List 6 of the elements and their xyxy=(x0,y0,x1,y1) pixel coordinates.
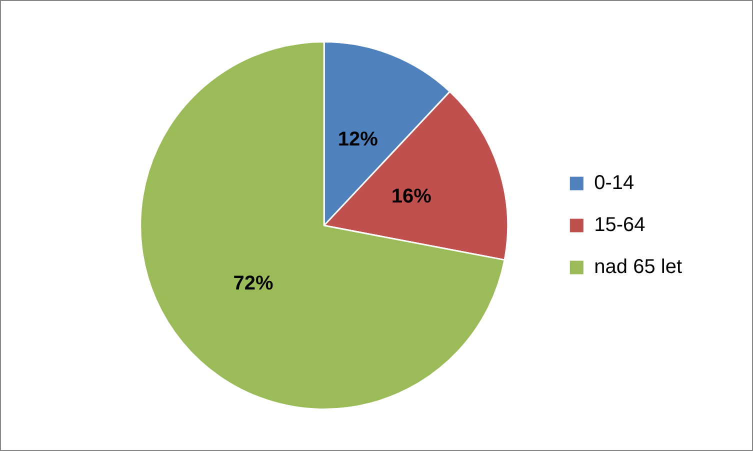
data-label: 16% xyxy=(391,186,432,208)
data-label: 12% xyxy=(338,128,378,151)
legend-label: 15-64 xyxy=(594,214,646,236)
legend-label: nad 65 let xyxy=(594,256,682,278)
data-label: 72% xyxy=(233,272,274,295)
legend-label: 0-14 xyxy=(594,172,634,194)
